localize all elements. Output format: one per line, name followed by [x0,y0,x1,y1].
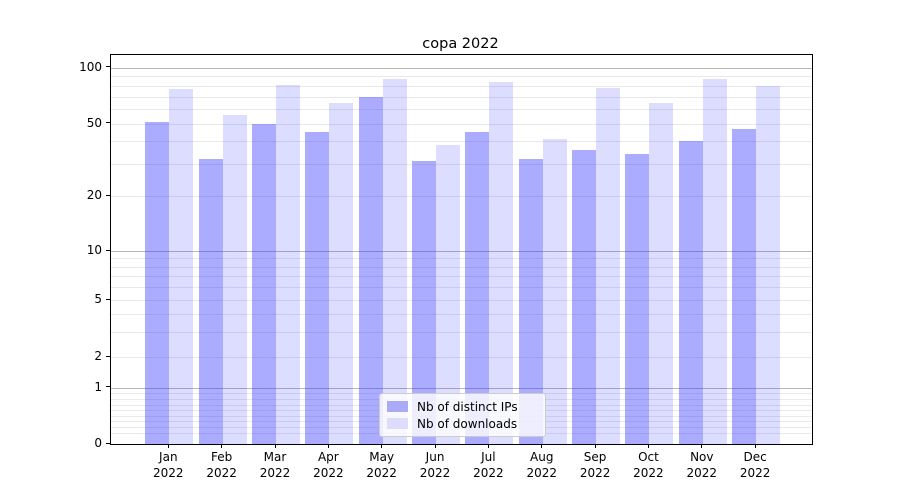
x-tick-label-jul-2022: Jul 2022 [473,450,504,480]
y-tick-label-10: 10 [86,243,102,257]
y-tick-mark-5 [106,298,110,300]
bar-nb-of-distinct-ips-sep-2022 [572,149,597,444]
gridline-minor-6 [111,287,812,289]
x-tick-label-dec-2022: Dec 2022 [739,450,771,480]
gridline-minor-80 [111,85,812,87]
bar-nb-of-distinct-ips-jan-2022 [145,122,170,444]
y-tick-label-20: 20 [86,188,102,202]
x-tick-mark-feb-2022 [221,444,223,448]
bar-nb-of-downloads-feb-2022 [222,114,247,444]
gridline-minor-60 [111,108,812,110]
legend-swatch-nb-of-distinct-ips [387,400,408,413]
y-tick-mark-10 [106,249,110,251]
bar-nb-of-downloads-mar-2022 [276,84,300,444]
bar-nb-of-distinct-ips-jul-2022 [465,132,490,444]
x-tick-label-jun-2022: Jun 2022 [419,450,451,480]
chart-legend: Nb of distinct IPs Nb of downloads [379,393,546,437]
gridline-major-100 [111,67,812,69]
bar-nb-of-distinct-ips-mar-2022 [252,123,276,444]
plot-area [110,54,813,445]
gridline-minor-20 [111,196,812,197]
x-tick-mark-may-2022 [381,444,383,448]
bar-nb-of-downloads-jan-2022 [169,88,194,444]
y-tick-mark-0 [106,442,110,444]
x-tick-mark-nov-2022 [701,444,703,448]
gridline-minor-90 [111,76,812,78]
gridline-minor-8 [111,266,812,268]
y-tick-label-1: 1 [94,379,102,394]
legend-label-nb-of-distinct-ips: Nb of distinct IPs [417,399,518,414]
bar-nb-of-distinct-ips-apr-2022 [305,132,330,444]
x-tick-mark-mar-2022 [274,444,276,448]
x-tick-mark-apr-2022 [327,444,330,448]
y-tick-mark-20 [106,194,110,196]
gridline-minor-3 [111,331,812,333]
chart-title: copa 2022 [422,36,499,52]
x-tick-mark-jul-2022 [487,444,490,448]
bar-nb-of-downloads-nov-2022 [702,78,727,444]
y-tick-mark-1 [106,386,110,388]
x-tick-label-mar-2022: Mar 2022 [259,450,291,480]
gridline-minor-2 [111,357,812,358]
x-tick-label-oct-2022: Oct 2022 [633,450,664,480]
bar-nb-of-distinct-ips-nov-2022 [678,141,703,444]
y-tick-label-0: 0 [94,436,102,450]
gridline-minor-4 [111,314,812,316]
y-tick-label-50: 50 [86,115,102,130]
x-tick-mark-aug-2022 [541,444,543,448]
x-tick-mark-sep-2022 [594,444,596,448]
y-tick-mark-2 [106,355,110,357]
bar-nb-of-downloads-dec-2022 [756,85,781,444]
legend-item-nb-of-downloads: Nb of downloads [387,417,545,431]
y-tick-label-5: 5 [94,292,102,307]
bar-nb-of-downloads-may-2022 [382,78,407,444]
x-tick-label-aug-2022: Aug 2022 [526,450,558,480]
gridline-minor-7 [111,276,812,278]
x-tick-mark-oct-2022 [647,444,650,448]
x-tick-label-feb-2022: Feb 2022 [206,450,237,480]
x-tick-label-jan-2022: Jan 2022 [153,450,184,480]
bar-nb-of-distinct-ips-dec-2022 [732,128,757,444]
x-tick-mark-jun-2022 [434,444,436,448]
gridline-minor-9 [111,258,812,260]
gridline-minor-5 [111,300,812,302]
gridline-minor-50 [111,123,812,125]
y-tick-label-100: 100 [79,59,102,74]
bar-nb-of-distinct-ips-may-2022 [358,96,383,444]
x-tick-label-nov-2022: Nov 2022 [686,450,718,480]
bar-nb-of-distinct-ips-feb-2022 [198,158,223,444]
gridline-minor-40 [111,141,812,143]
bar-nb-of-downloads-aug-2022 [542,139,567,444]
y-tick-mark-100 [106,66,110,68]
bar-nb-of-downloads-oct-2022 [649,102,674,444]
x-tick-mark-dec-2022 [754,444,756,448]
bar-nb-of-downloads-sep-2022 [596,87,621,444]
bar-nb-of-distinct-ips-oct-2022 [625,154,650,444]
gridline-major-10 [111,251,812,252]
y-tick-label-2: 2 [94,349,102,363]
legend-swatch-nb-of-downloads [387,417,408,430]
gridline-major-1 [111,387,812,389]
legend-label-nb-of-downloads: Nb of downloads [417,416,518,431]
gridline-minor-30 [111,164,812,165]
x-tick-label-apr-2022: Apr 2022 [313,450,344,480]
bar-nb-of-downloads-apr-2022 [329,102,354,444]
x-tick-label-sep-2022: Sep 2022 [579,450,611,480]
legend-item-nb-of-distinct-ips: Nb of distinct IPs [387,400,545,414]
x-tick-mark-jan-2022 [167,444,169,448]
bar-nb-of-downloads-jul-2022 [489,81,514,444]
x-tick-label-may-2022: May 2022 [366,450,397,480]
gridline-minor-70 [111,96,812,98]
y-tick-mark-50 [106,122,110,124]
